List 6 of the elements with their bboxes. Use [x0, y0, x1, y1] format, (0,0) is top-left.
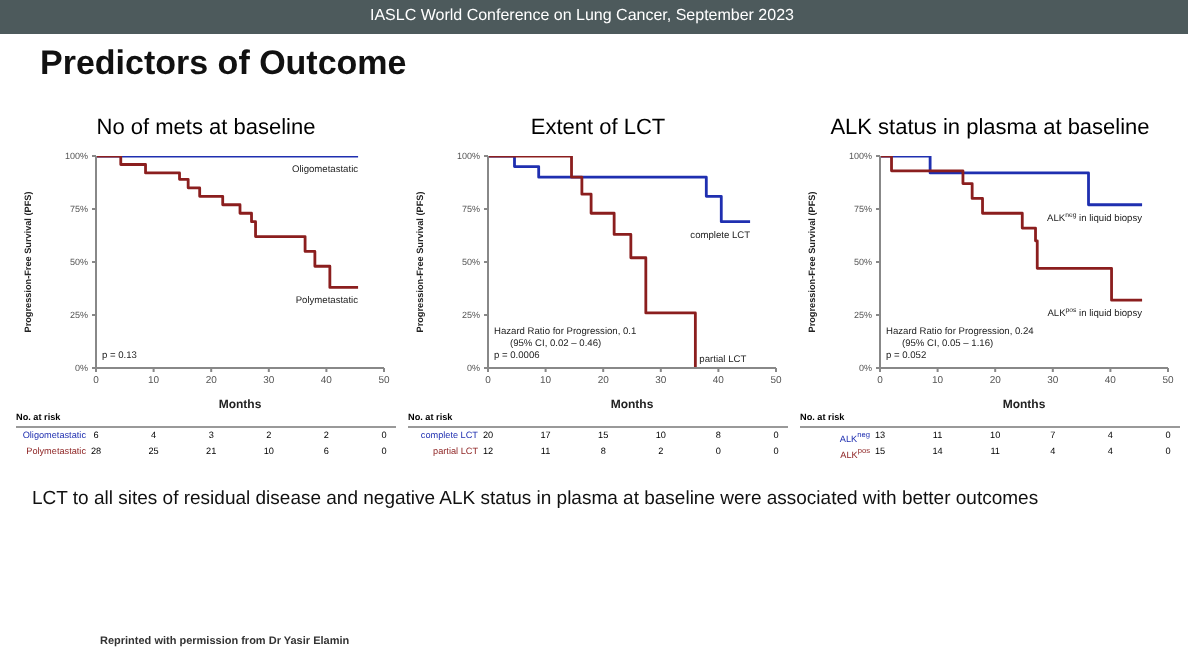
chart-title: ALK status in plasma at baseline [828, 116, 1152, 144]
chart-title: Extent of LCT [528, 116, 668, 144]
text: Predictors of Outcome [40, 44, 407, 84]
text: LCT to all sites of residual disease and negative ALK status in plasma at baseline were associated with better outcomes [32, 488, 1039, 510]
text: IASLC World Conference on Lung Cancer, September 2023 [370, 6, 794, 24]
chart-title: No of mets at baseline [94, 116, 318, 144]
